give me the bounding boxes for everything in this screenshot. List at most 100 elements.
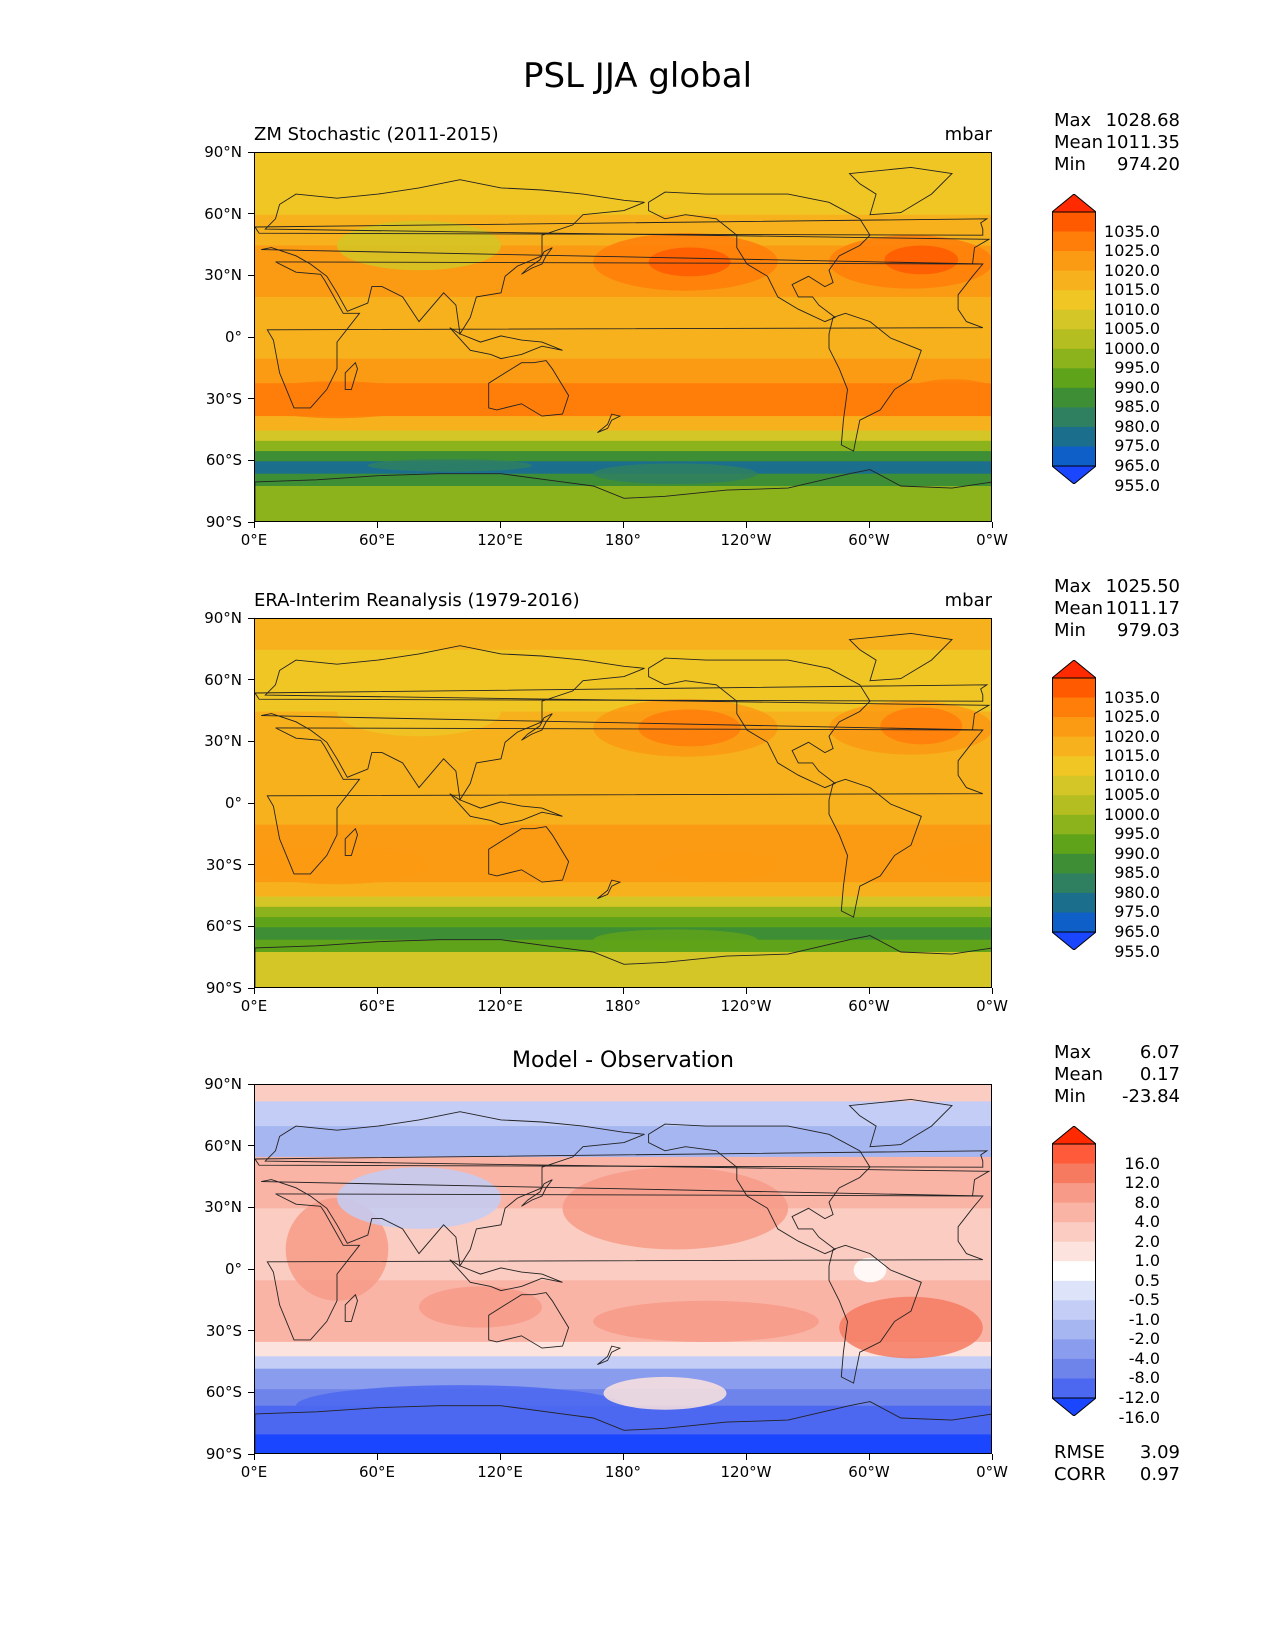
colorbar-label: -12.0: [1118, 1388, 1160, 1407]
field-feature: [880, 707, 963, 745]
colorbar-label: 1005.0: [1104, 319, 1160, 339]
colorbar-label: 12.0: [1124, 1173, 1160, 1193]
lat-label: 90°N: [204, 1075, 242, 1093]
colorbar-segment: [1052, 1222, 1096, 1243]
colorbar-label: 1000.0: [1104, 804, 1160, 824]
colorbar-frame: [1052, 1143, 1096, 1399]
lon-label: 120°W: [720, 997, 772, 1015]
field-band: [255, 619, 991, 651]
stat-row: Max 6.07: [1054, 1042, 1180, 1064]
map-field: [255, 153, 991, 521]
lon-tick: [868, 1454, 870, 1460]
colorbar-label: 8.0: [1134, 1192, 1160, 1212]
colorbar-label: 1025.0: [1104, 707, 1160, 727]
map-field: [255, 1085, 991, 1453]
coastline-greenland: [848, 1098, 953, 1148]
panel-title: ZM Stochastic (2011-2015): [254, 124, 499, 145]
field-feature: [367, 459, 532, 472]
lon-tick: [868, 988, 870, 994]
lat-tick: [248, 740, 254, 742]
colorbar-label: 2.0: [1134, 1231, 1160, 1251]
colorbar-segment: [1052, 853, 1096, 874]
colorbar-label: -4.0: [1128, 1348, 1160, 1368]
colorbar-segment: [1052, 1202, 1096, 1223]
field-feature: [648, 247, 731, 277]
colorbar-label: 1.0: [1134, 1251, 1160, 1271]
field-feature: [593, 929, 758, 950]
colorbar-segment: [1052, 231, 1096, 252]
coastline-namerica: [648, 191, 871, 323]
colorbar-label: 995.0: [1114, 824, 1160, 844]
colorbar: [1052, 1126, 1096, 1416]
figure-title: PSL JJA global: [522, 56, 753, 96]
colorbar-segment: [1052, 1261, 1096, 1282]
lon-tick: [499, 988, 501, 994]
coastline-uk: [255, 684, 989, 702]
field-feature: [603, 1376, 727, 1410]
lon-tick: [622, 1454, 624, 1460]
metric-key: CORR: [1054, 1464, 1106, 1485]
field-feature: [884, 245, 959, 275]
colorbar-extend-max: [1052, 194, 1096, 213]
field-feature: [839, 1296, 983, 1359]
coastline-samerica: [828, 312, 922, 452]
lat-tick: [248, 459, 254, 461]
colorbar-segment: [1052, 212, 1096, 232]
coastline-nz: [597, 413, 622, 434]
stat-key: Max: [1054, 1042, 1092, 1063]
lon-label: 60°W: [848, 1463, 890, 1481]
colorbar-label: 1015.0: [1104, 746, 1160, 766]
lon-label: 60°W: [848, 997, 890, 1015]
lon-tick: [253, 522, 255, 528]
lon-label: 0°W: [976, 997, 1008, 1015]
lat-tick: [248, 213, 254, 215]
lon-label: 120°E: [477, 531, 523, 549]
colorbar-segment: [1052, 678, 1096, 698]
stat-key: Mean: [1054, 132, 1104, 153]
metric-row: CORR 0.97: [1054, 1464, 1180, 1486]
map-panel: [254, 618, 992, 988]
lat-tick: [248, 398, 254, 400]
coastline-nz: [597, 1345, 622, 1366]
lon-tick: [499, 522, 501, 528]
coastline-madagascar: [344, 1293, 358, 1322]
stat-key: Min: [1054, 154, 1086, 175]
lat-tick: [248, 1330, 254, 1332]
coastline-uk: [255, 1150, 989, 1168]
metric-row: RMSE 3.09: [1054, 1442, 1180, 1464]
lat-label: 0°: [224, 794, 242, 812]
colorbar-label: 1035.0: [1104, 687, 1160, 707]
coastline-nz: [597, 879, 622, 900]
colorbar-label: 965.0: [1114, 922, 1160, 941]
lat-tick: [248, 925, 254, 927]
colorbar-segment: [1052, 348, 1096, 369]
coastline-africa: [266, 1193, 984, 1341]
lat-tick: [248, 1453, 254, 1455]
colorbar-label: 965.0: [1114, 456, 1160, 475]
colorbar-segment: [1052, 251, 1096, 272]
lat-tick: [248, 1206, 254, 1208]
colorbar-segment: [1052, 309, 1096, 330]
lon-label: 120°W: [720, 1463, 772, 1481]
lat-label: 0°: [224, 328, 242, 346]
stat-key: Max: [1054, 110, 1092, 131]
stat-value: 974.20: [1117, 154, 1180, 175]
stat-row: Min -23.84: [1054, 1086, 1180, 1108]
colorbar-segment: [1052, 1319, 1096, 1340]
colorbar-segment: [1052, 290, 1096, 311]
coastline-madagascar: [344, 361, 358, 390]
lon-tick: [868, 522, 870, 528]
colorbar-segment: [1052, 795, 1096, 816]
coastline-samerica: [828, 778, 922, 918]
coastline-japan: [521, 1179, 553, 1207]
lat-tick: [248, 1391, 254, 1393]
field-feature: [562, 1167, 789, 1250]
coastline-greenland: [848, 166, 953, 216]
lat-label: 30°N: [204, 1198, 242, 1217]
lat-tick: [248, 802, 254, 804]
units-label: mbar: [944, 590, 992, 611]
lat-label: 90°S: [205, 979, 242, 997]
field-band: [255, 416, 991, 432]
field-feature: [921, 845, 991, 878]
stat-value: 1011.17: [1105, 598, 1180, 619]
